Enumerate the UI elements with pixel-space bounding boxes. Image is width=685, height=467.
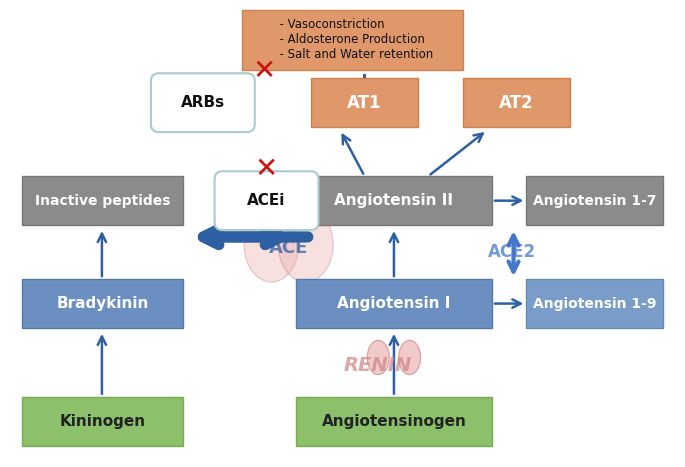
Text: Bradykinin: Bradykinin [56,296,149,311]
Text: - Vasoconstriction
  - Aldosterone Production
  - Salt and Water retention: - Vasoconstriction - Aldosterone Product… [272,19,433,62]
FancyBboxPatch shape [526,279,664,328]
FancyBboxPatch shape [242,9,462,71]
Text: ARBs: ARBs [181,95,225,110]
Text: ACE2: ACE2 [488,243,536,261]
Text: Angiotensin I: Angiotensin I [337,296,451,311]
FancyBboxPatch shape [526,176,664,225]
FancyBboxPatch shape [462,78,571,127]
Text: Angiotensinogen: Angiotensinogen [321,414,466,429]
Ellipse shape [367,340,389,375]
Text: Angiotensin 1-7: Angiotensin 1-7 [533,194,657,208]
FancyBboxPatch shape [21,396,184,446]
Text: ✕: ✕ [255,156,278,184]
FancyBboxPatch shape [296,279,492,328]
Ellipse shape [278,207,333,282]
FancyBboxPatch shape [214,171,319,230]
Text: ACE: ACE [269,239,308,257]
Ellipse shape [244,207,299,282]
Text: ✕: ✕ [252,57,275,85]
FancyBboxPatch shape [21,279,184,328]
Ellipse shape [399,340,421,375]
FancyBboxPatch shape [151,73,255,132]
FancyBboxPatch shape [296,176,492,225]
FancyBboxPatch shape [296,396,492,446]
Text: Inactive peptides: Inactive peptides [35,194,170,208]
Text: ACEi: ACEi [247,193,286,208]
Text: RENIN: RENIN [343,356,412,375]
Text: AT1: AT1 [347,94,382,112]
FancyBboxPatch shape [311,78,419,127]
Text: Kininogen: Kininogen [60,414,145,429]
FancyBboxPatch shape [21,176,184,225]
Text: Angiotensin II: Angiotensin II [334,193,453,208]
Text: Angiotensin 1-9: Angiotensin 1-9 [533,297,657,311]
Text: AT2: AT2 [499,94,534,112]
